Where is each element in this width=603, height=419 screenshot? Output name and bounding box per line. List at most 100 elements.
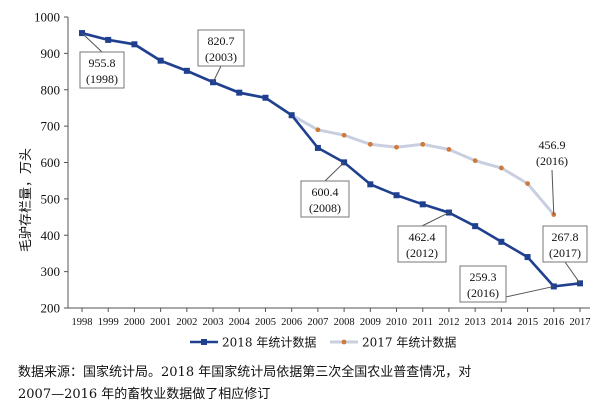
callout-year-820.7: (2003) — [205, 50, 237, 64]
series-2017-point-2011 — [420, 141, 426, 147]
callout-value-462.4: 462.4 — [409, 230, 436, 244]
callout-box-600.4 — [300, 180, 350, 218]
y-tick-label-900: 900 — [41, 46, 61, 61]
x-tick-label-2005: 2005 — [255, 317, 276, 328]
source-note: 数据来源：国家统计局。2018 年国家统计局依据第三次全国农业普查情况，对 20… — [18, 362, 593, 406]
series-2018-point-2000 — [131, 41, 138, 48]
callout-value-267.8: 267.8 — [552, 230, 579, 244]
y-tick-label-400: 400 — [41, 228, 61, 243]
series-2018-line — [81, 31, 581, 288]
x-tick-label-2001: 2001 — [150, 317, 171, 328]
callout-value-600.4: 600.4 — [312, 185, 339, 199]
y-tick-label-800: 800 — [41, 82, 61, 97]
callout-955.8: 955.8 (1998) — [79, 32, 125, 89]
y-axis-label: 毛驴存栏量，万头 — [18, 148, 34, 252]
legend: 2018 年统计数据 2017 年统计数据 — [190, 335, 456, 350]
series-2017-point-2008 — [341, 132, 347, 138]
series-2018-point-2009 — [367, 181, 374, 188]
callout-462.4: 462.4 (2012) — [397, 212, 450, 263]
series-2018-point-2001 — [157, 57, 164, 64]
data-callouts: 955.8 (1998) 820.7 (2003) 600.4 (2008) 462.4 (2… — [79, 29, 588, 303]
callout-leader-600.4 — [324, 161, 345, 182]
callout-box-259.3 — [459, 265, 507, 303]
series-2018-point-2015 — [524, 254, 531, 261]
series-2017-point-2007 — [315, 127, 321, 133]
series-2018-point-2013 — [472, 223, 479, 230]
legend-2018-label: 2018 年统计数据 — [222, 335, 316, 350]
series-2018-point-1999 — [105, 36, 112, 43]
callout-leader-462.4 — [421, 212, 450, 227]
x-tick-label-2009: 2009 — [360, 317, 381, 328]
series-2018-point-2011 — [419, 201, 426, 208]
callout-value-259.3: 259.3 — [470, 270, 497, 284]
series-lines — [79, 30, 583, 290]
callout-456.9: 456.9 (2016) — [536, 138, 568, 215]
series-2017-point-2009 — [367, 141, 373, 147]
series-2018-point-2004 — [236, 89, 243, 96]
callout-box-820.7 — [197, 29, 245, 67]
callout-year-456.9: (2016) — [536, 154, 568, 168]
callout-box-267.8 — [542, 225, 588, 263]
callout-value-820.7: 820.7 — [208, 34, 235, 48]
legend-2018-marker — [201, 339, 207, 345]
x-tick-label-2011: 2011 — [412, 317, 433, 328]
x-tick-label-1998: 1998 — [72, 317, 93, 328]
x-tick-label-2000: 2000 — [124, 317, 145, 328]
series-2017-point-2010 — [394, 144, 399, 150]
callout-leader-820.7 — [212, 65, 222, 83]
callout-year-267.8: (2017) — [549, 246, 581, 260]
callout-value-955.8: 955.8 — [89, 56, 116, 70]
x-tick-label-2003: 2003 — [203, 317, 224, 328]
x-tick-label-2002: 2002 — [176, 317, 197, 328]
source-note-line-2: 2007—2016 年的畜牧业数据做了相应修订 — [18, 387, 271, 402]
x-tick-label-2013: 2013 — [465, 317, 486, 328]
callout-259.3: 259.3 (2016) — [459, 265, 554, 303]
callout-year-462.4: (2012) — [406, 246, 438, 260]
series-2017-point-2012 — [446, 147, 452, 152]
y-tick-label-1000: 1000 — [34, 10, 60, 25]
y-tick-label-500: 500 — [41, 191, 61, 206]
x-tick-label-2012: 2012 — [438, 317, 459, 328]
series-2017-point-2015 — [525, 181, 530, 186]
x-tick-label-1999: 1999 — [98, 317, 119, 328]
y-tick-label-200: 200 — [41, 301, 61, 316]
donkey-stock-line-chart: 200 300 400 500 600 700 800 900 1000 1998 1999 200… — [18, 10, 591, 350]
callout-leader-456.9 — [551, 169, 555, 215]
series-2018-point-2007 — [314, 144, 321, 151]
x-tick-label-2014: 2014 — [491, 317, 513, 328]
source-note-line-1: 数据来源：国家统计局。2018 年国家统计局依据第三次全国农业普查情况，对 — [18, 365, 472, 380]
callout-820.7: 820.7 (2003) — [197, 29, 245, 83]
callout-year-259.3: (2016) — [467, 286, 499, 300]
x-tick-label-2010: 2010 — [386, 317, 407, 328]
callout-year-955.8: (1998) — [86, 72, 118, 86]
x-tick-label-2008: 2008 — [334, 317, 355, 328]
callout-600.4: 600.4 (2008) — [300, 161, 350, 218]
callout-year-600.4: (2008) — [309, 201, 341, 215]
callout-267.8: 267.8 (2017) — [542, 225, 588, 284]
series-2017-point-2013 — [472, 158, 478, 164]
y-tick-label-700: 700 — [41, 119, 61, 134]
x-tick-label-2015: 2015 — [517, 317, 538, 328]
legend-2017-marker — [341, 339, 347, 345]
series-2018-point-2002 — [183, 67, 190, 74]
callout-box-955.8 — [79, 51, 125, 89]
x-tick-label-2017: 2017 — [570, 317, 591, 328]
y-tick-label-600: 600 — [41, 155, 61, 170]
series-2017-point-2014 — [498, 165, 504, 171]
series-2018-point-2006 — [288, 112, 295, 119]
callout-value-456.9: 456.9 — [539, 138, 566, 152]
legend-2017-label: 2017 年统计数据 — [362, 335, 456, 350]
x-tick-label-2016: 2016 — [543, 317, 564, 328]
plot-area — [67, 17, 590, 309]
callout-leader-955.8 — [81, 32, 103, 53]
x-tick-label-2006: 2006 — [281, 317, 302, 328]
series-2018-point-2005 — [262, 94, 269, 101]
callout-box-462.4 — [397, 225, 447, 263]
x-axis-ticks: 1998 1999 2000 2001 2002 2003 2004 2005 2006 2007… — [72, 308, 591, 328]
y-tick-label-300: 300 — [41, 264, 61, 279]
y-axis-ticks: 200 300 400 500 600 700 800 900 1000 — [34, 10, 68, 316]
series-2017-point-2016 — [551, 212, 557, 217]
x-tick-label-2007: 2007 — [307, 317, 328, 328]
series-2018-point-2010 — [393, 192, 400, 199]
callout-leader-267.8 — [564, 261, 581, 284]
